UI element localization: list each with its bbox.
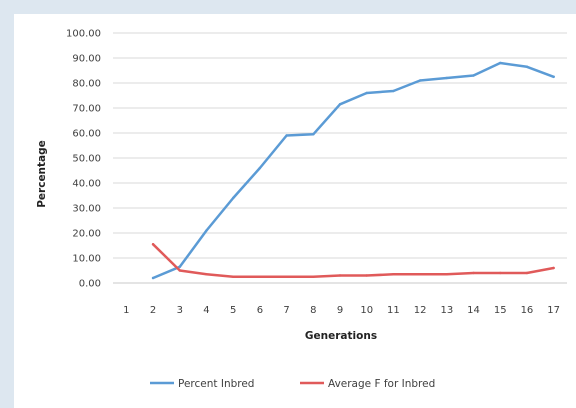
data-point — [392, 89, 395, 93]
legend-label-average-f: Average F for Inbred — [328, 378, 435, 390]
data-point — [472, 271, 475, 275]
data-point — [178, 265, 181, 268]
data-point — [258, 275, 262, 278]
series-line-1 — [151, 243, 555, 279]
line-chart: 100.0090.0080.0070.0060.0050.0040.0030.0… — [36, 29, 567, 390]
y-tick-label: 60.00 — [72, 129, 101, 140]
data-point — [525, 65, 529, 68]
legend: Percent Inbred Average F for Inbred — [150, 378, 435, 390]
data-point — [365, 91, 368, 95]
x-tick-label: 1 — [123, 305, 129, 316]
data-point — [231, 275, 235, 278]
x-tick-label: 3 — [177, 305, 183, 316]
x-tick-label: 12 — [414, 305, 427, 316]
data-point — [312, 133, 315, 136]
data-point — [338, 103, 342, 106]
x-tick-label: 2 — [150, 305, 156, 316]
legend-label-percent-inbred: Percent Inbred — [178, 378, 254, 390]
x-tick-label: 13 — [440, 305, 453, 316]
x-tick-label: 8 — [310, 305, 316, 316]
data-point — [285, 275, 288, 278]
y-tick-label: 0.00 — [79, 279, 101, 290]
x-tick-label: 10 — [360, 305, 373, 316]
data-point — [552, 75, 555, 78]
y-tick-label: 80.00 — [72, 79, 101, 90]
data-point — [178, 269, 181, 272]
y-tick-label: 10.00 — [72, 254, 101, 265]
data-point — [472, 74, 475, 77]
data-point — [365, 274, 368, 277]
data-point — [231, 196, 235, 200]
y-tick-label: 20.00 — [72, 229, 101, 240]
x-axis-ticks: 1 2 3 4 5 6 7 8 9 10 11 12 13 14 15 16 17 — [123, 305, 560, 316]
x-tick-label: 15 — [494, 305, 507, 316]
data-point — [418, 79, 422, 82]
data-point — [418, 273, 422, 276]
data-point — [338, 274, 342, 277]
x-tick-label: 9 — [337, 305, 343, 316]
data-point — [151, 243, 155, 246]
data-point — [525, 271, 529, 275]
x-tick-label: 5 — [230, 305, 236, 316]
data-point — [445, 273, 449, 276]
y-tick-label: 30.00 — [72, 204, 101, 215]
data-point — [205, 229, 208, 232]
x-axis-title: Generations — [305, 330, 377, 342]
data-point — [499, 271, 502, 275]
y-axis-ticks: 100.00 90.00 80.00 70.00 60.00 50.00 40.00 30.0… — [66, 29, 101, 290]
x-tick-label: 11 — [387, 305, 400, 316]
gridlines — [113, 32, 567, 284]
data-point — [205, 273, 208, 276]
chart-area: 100.00 90.00 80.00 70.00 60.00 50.00 40.00 30.0… — [14, 14, 576, 408]
x-tick-label: 14 — [467, 305, 480, 316]
data-point — [445, 76, 449, 80]
y-tick-label: 40.00 — [72, 179, 101, 190]
y-tick-label: 50.00 — [72, 154, 101, 165]
data-point — [312, 275, 315, 278]
data-point — [552, 266, 555, 270]
data-point — [499, 61, 502, 65]
data-point — [285, 134, 288, 137]
y-tick-label: 70.00 — [72, 104, 101, 115]
data-point — [258, 166, 262, 170]
x-tick-label: 6 — [257, 305, 263, 316]
x-tick-label: 7 — [283, 305, 289, 316]
x-tick-label: 17 — [547, 305, 560, 316]
x-tick-label: 16 — [521, 305, 534, 316]
y-axis-title: Percentage — [36, 140, 48, 208]
series-line-0 — [151, 61, 555, 280]
data-point — [151, 276, 155, 280]
y-tick-label: 100.00 — [66, 29, 101, 40]
y-tick-label: 90.00 — [72, 54, 101, 65]
x-tick-label: 4 — [203, 305, 209, 316]
data-point — [392, 273, 395, 276]
series-lines — [151, 61, 555, 280]
